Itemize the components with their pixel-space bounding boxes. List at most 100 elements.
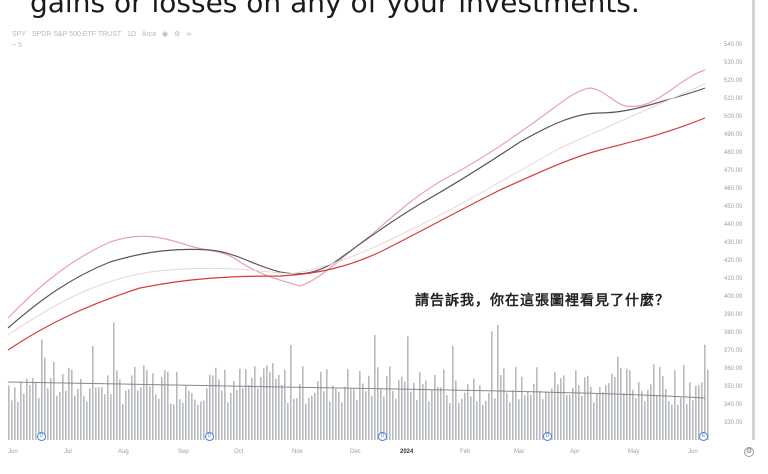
volume-bar: [524, 395, 526, 440]
link-icon[interactable]: ∞: [186, 31, 192, 38]
time-tick-label: Jul: [64, 449, 72, 455]
volume-bar: [581, 396, 583, 440]
volume-bar: [677, 404, 679, 440]
price-tick-label: 410.00: [724, 276, 743, 282]
volume-bar: [437, 387, 439, 440]
price-tick-label: 480.00: [724, 150, 743, 156]
time-tick-label: Dec: [350, 449, 361, 455]
settings-icon[interactable]: ⚙: [174, 31, 181, 38]
volume-bar: [482, 404, 484, 440]
volume-bar: [308, 397, 310, 440]
volume-bar: [512, 390, 514, 440]
volume-bar: [344, 386, 346, 440]
volume-bar: [242, 388, 244, 440]
volume-bar: [668, 401, 670, 440]
volume-bar: [17, 401, 19, 440]
volume-bar: [644, 401, 646, 440]
volume-bar: [611, 373, 613, 440]
dividend-marker-icon[interactable]: D: [378, 432, 387, 441]
price-axis[interactable]: 540.00 530.00 520.00 510.00 500.00 490.00 480.…: [718, 0, 768, 474]
volume-bar: [635, 398, 637, 440]
volume-bar: [518, 399, 520, 440]
volume-bar: [236, 389, 238, 440]
volume-bar: [350, 388, 352, 440]
volume-bar: [170, 403, 172, 440]
volume-bar: [140, 387, 142, 440]
volume-bar: [314, 392, 316, 440]
price-tick-label: 520.00: [724, 78, 743, 84]
volume-bar: [533, 383, 535, 440]
volume-bar: [647, 389, 649, 440]
volume-bar: [161, 377, 163, 440]
price-tick-label: 530.00: [724, 60, 743, 66]
volume-bar: [389, 366, 391, 440]
volume-bar: [485, 401, 487, 440]
volume-bar: [419, 371, 421, 440]
volume-bar: [338, 391, 340, 440]
volume-bar: [86, 401, 88, 440]
volume-bar: [521, 376, 523, 440]
volume-bar: [194, 399, 196, 440]
volume-bar: [353, 389, 355, 440]
volume-bar: [443, 369, 445, 440]
time-tick-label: Oct: [234, 449, 244, 455]
price-tick-label: 470.00: [724, 168, 743, 174]
chart-settings-icon[interactable]: ⚙: [744, 447, 754, 457]
volume-bar: [560, 378, 562, 440]
volume-bar: [377, 367, 379, 440]
volume-bar: [104, 394, 106, 440]
volume-bar: [383, 396, 385, 440]
volume-bar: [566, 394, 568, 440]
volume-bar: [503, 368, 505, 440]
price-tick-label: 400.00: [724, 294, 743, 300]
time-tick-label: Nov: [292, 449, 303, 455]
indicator-legend[interactable]: ~ 5: [12, 42, 22, 49]
volume-bar: [50, 378, 52, 440]
volume-bar: [620, 367, 622, 440]
volume-bar: [467, 384, 469, 440]
price-tick-label: 420.00: [724, 258, 743, 264]
price-tick-label: 350.00: [724, 384, 743, 390]
volume-bar: [206, 388, 208, 440]
dividend-marker-icon[interactable]: D: [37, 432, 46, 441]
volume-bar: [116, 370, 118, 440]
price-scale-divider[interactable]: [752, 0, 755, 440]
volume-bar: [362, 383, 364, 440]
earnings-marker-icon[interactable]: E: [699, 432, 708, 441]
volume-bar: [563, 375, 565, 440]
volume-bar: [122, 404, 124, 440]
legend-exchange: Arca: [141, 31, 157, 38]
volume-bar: [680, 397, 682, 440]
volume-bar: [368, 375, 370, 440]
volume-bar: [395, 398, 397, 440]
volume-bar: [302, 366, 304, 440]
volume-bar: [683, 365, 685, 440]
time-tick-label: Aug: [118, 449, 129, 455]
eye-icon[interactable]: ◉: [162, 31, 169, 38]
volume-bar: [374, 334, 376, 440]
volume-bar: [653, 364, 655, 440]
volume-bar: [296, 398, 298, 440]
volume-bar: [29, 385, 31, 440]
volume-bar: [545, 391, 547, 440]
volume-bar: [176, 371, 178, 440]
volume-bar: [284, 369, 286, 440]
volume-bar: [446, 395, 448, 440]
volume-bar: [434, 374, 436, 440]
volume-bar: [452, 345, 454, 440]
ma-line-fast: [7, 69, 706, 319]
volume-bar: [35, 382, 37, 440]
volume-bar: [20, 381, 22, 440]
price-tick-label: 430.00: [724, 240, 743, 246]
volume-bar: [179, 399, 181, 440]
volume-bar: [263, 368, 265, 440]
volume-bar: [371, 395, 373, 440]
volume-bar: [359, 370, 361, 440]
ma-line-mid: [7, 87, 706, 329]
video-caption: gains or losses on any of your investmen…: [30, 0, 640, 19]
volume-bars: [7, 322, 709, 440]
volume-bar: [167, 371, 169, 440]
dividend-marker-icon[interactable]: D: [205, 432, 214, 441]
dividend-marker-icon[interactable]: D: [543, 432, 552, 441]
